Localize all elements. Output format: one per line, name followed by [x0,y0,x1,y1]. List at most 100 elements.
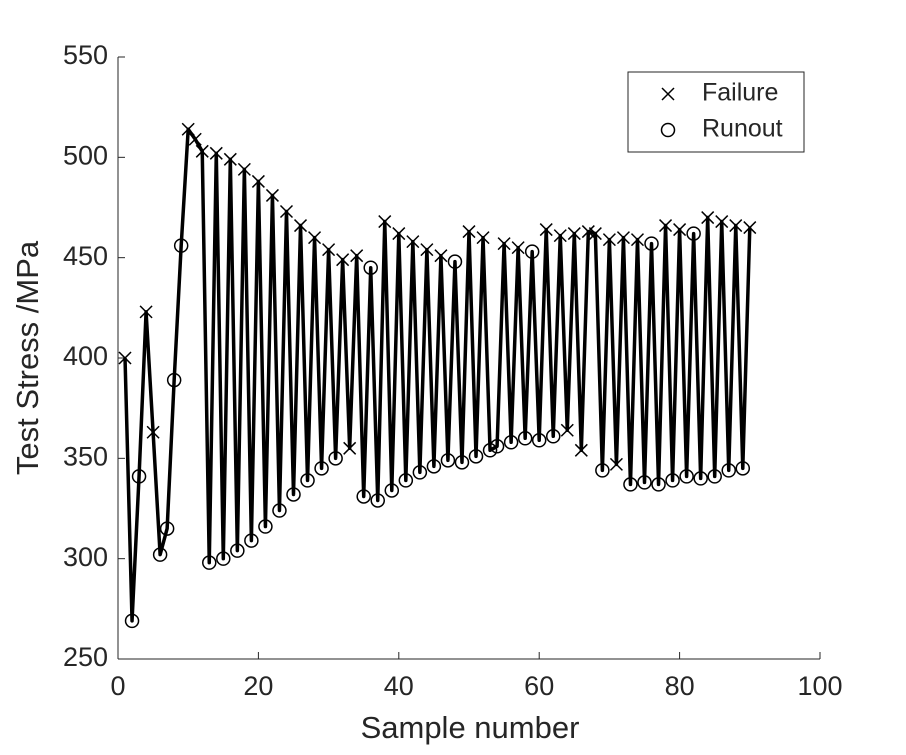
failure-marker [188,132,202,146]
runout-marker [665,473,680,488]
runout-marker [517,431,533,446]
y-tick-label: 400 [63,341,108,371]
y-tick-label: 250 [63,642,108,672]
failure-marker [539,223,553,237]
failure-marker [743,221,757,235]
runout-marker [644,236,659,251]
failure-marker [118,351,132,365]
failure-marker [560,423,574,437]
runout-marker [426,459,442,474]
x-tick-label: 0 [110,671,125,701]
failure-marker [343,441,357,455]
failure-marker [630,233,645,247]
failure-marker [588,227,602,241]
failure-marker [336,253,350,267]
failure-marker [701,211,715,225]
failure-marker [434,249,448,263]
runout-marker [328,451,343,466]
failure-marker [497,237,511,251]
runout-marker [447,254,463,269]
failure-marker [139,305,153,319]
runout-marker [363,260,378,275]
failure-marker [511,241,525,255]
failure-marker [574,443,588,457]
runout-marker [595,463,610,478]
failure-marker [146,425,160,439]
failure-marker [195,144,209,158]
runout-marker [173,238,189,253]
y-tick-label: 350 [63,441,108,471]
runout-marker [131,469,147,484]
runout-marker [398,473,414,488]
failure-marker [659,219,673,233]
runout-marker [707,469,722,484]
failure-marker [322,243,336,257]
failure-marker [308,231,322,245]
failure-marker [420,243,434,257]
failure-marker [293,219,308,233]
runout-marker [735,461,751,476]
failure-marker [279,204,294,219]
runout-marker [166,372,182,388]
runout-marker [623,477,638,492]
failure-marker [616,231,630,245]
runout-marker [637,475,652,490]
failure-marker [392,227,406,241]
runout-marker [440,453,456,468]
runout-marker [159,521,175,536]
runout-marker [686,226,701,241]
runout-marker [258,519,273,534]
stress-line [123,127,752,623]
x-tick-label: 20 [243,671,273,701]
y-tick-label: 450 [63,241,108,271]
runout-marker [721,463,736,478]
failure-marker [553,229,567,243]
runout-marker [230,543,245,558]
runout-marker [370,493,385,508]
runout-marker [384,483,400,498]
runout-marker [482,443,498,458]
runout-marker [356,489,371,504]
runout-marker [679,469,694,484]
runout-marker [244,533,259,548]
runout-marker [489,439,505,454]
failure-marker [673,223,687,237]
runout-marker [545,429,561,444]
runout-marker [286,487,301,502]
x-axis-label: Sample number [361,710,580,745]
runout-marker [272,503,287,518]
runout-marker [503,435,519,450]
failure-marker [462,225,476,239]
runout-marker [216,551,231,566]
y-axis-label: Test Stress /MPa [10,240,45,475]
y-tick-label: 550 [63,40,108,70]
legend-marker [661,87,675,101]
failure-marker [609,457,623,471]
failure-marker [251,174,265,188]
runout-marker [300,473,315,488]
failure-marker [476,231,490,245]
runout-marker [152,547,168,562]
x-tick-label: 100 [797,671,842,701]
failure-marker [378,215,392,229]
y-tick-label: 300 [63,542,108,572]
runout-marker [124,613,140,629]
legend-marker [660,122,676,138]
failure-marker [350,249,364,263]
runout-marker [412,465,428,480]
runout-marker [651,477,666,492]
runout-marker [531,433,547,448]
failure-marker [181,122,195,136]
failure-marker [729,219,743,233]
failure-marker [567,227,581,241]
legend-label: Failure [702,79,778,107]
failure-marker [715,215,729,229]
runout-marker [314,461,329,476]
failure-marker [602,233,616,247]
x-tick-label: 80 [665,671,695,701]
runout-marker [693,471,708,486]
y-tick-label: 500 [63,140,108,170]
failure-marker [223,152,237,166]
